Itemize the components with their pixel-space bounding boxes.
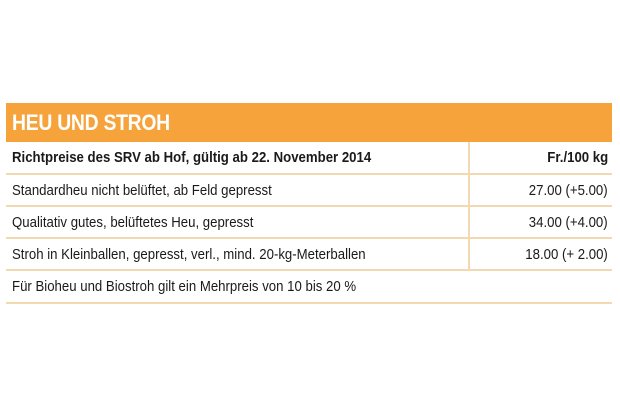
- table-header-row: Richtpreise des SRV ab Hof, gültig ab 22…: [6, 142, 612, 175]
- section-header: HEU UND STROH: [6, 103, 612, 142]
- row-price: 27.00 (+5.00): [469, 174, 612, 207]
- section-title: HEU UND STROH: [12, 109, 170, 135]
- row-price: 34.00 (+4.00): [469, 206, 612, 239]
- price-table-card: HEU UND STROH Richtpreise des SRV ab Hof…: [6, 103, 612, 304]
- table-row: Stroh in Kleinballen, gepresst, verl., m…: [6, 238, 612, 271]
- row-price: 18.00 (+ 2.00): [469, 238, 612, 271]
- column-header-description: Richtpreise des SRV ab Hof, gültig ab 22…: [6, 142, 470, 175]
- price-table: Richtpreise des SRV ab Hof, gültig ab 22…: [6, 142, 612, 304]
- table-row: Qualitativ gutes, belüftetes Heu, gepres…: [6, 206, 612, 239]
- table-footnote-row: Für Bioheu und Biostroh gilt ein Mehrpre…: [6, 270, 612, 304]
- table-row: Standardheu nicht belüftet, ab Feld gepr…: [6, 174, 612, 207]
- column-header-price: Fr./100 kg: [469, 142, 612, 175]
- table-footnote: Für Bioheu und Biostroh gilt ein Mehrpre…: [6, 270, 612, 304]
- row-description: Qualitativ gutes, belüftetes Heu, gepres…: [6, 206, 470, 239]
- row-description: Standardheu nicht belüftet, ab Feld gepr…: [6, 174, 470, 207]
- row-description: Stroh in Kleinballen, gepresst, verl., m…: [6, 238, 470, 271]
